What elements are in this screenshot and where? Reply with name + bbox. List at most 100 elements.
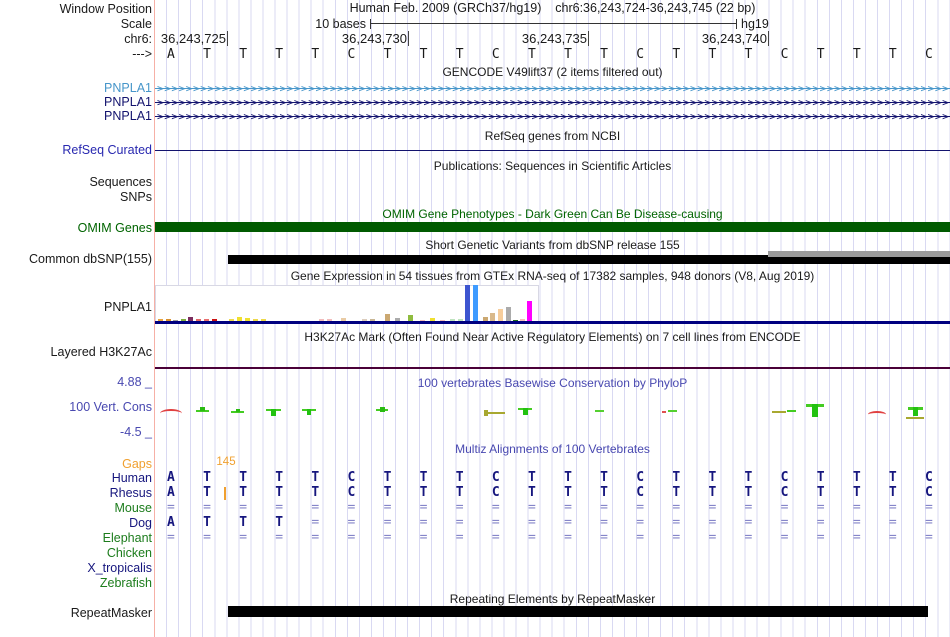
strand-label: ---> [132,47,152,61]
rhesus-gap-tick [224,487,226,500]
conservation-mark [484,410,488,416]
gtex-tissue-bar[interactable] [237,317,242,322]
gtex-tissue-bar[interactable] [188,317,193,322]
phylop-max-value: 4.88 _ [117,375,152,389]
conservation-mark [868,411,886,418]
gtex-tissue-bar[interactable] [245,318,250,322]
dbsnp-variant-bar-gray[interactable] [768,251,950,257]
alignment-row-rhesus: ATTTTCTTTCTTTCTTTCTTTC [167,485,950,500]
gtex-tissue-bar[interactable] [319,319,324,322]
transcript-arrow-line[interactable]: >>>>>>>>>>>>>>>>>>>>>>>>>>>>>>>>>>>>>>>>… [155,110,950,123]
alignment-row-dog-equals: ================== [167,515,950,530]
gene-label-pnpla1-2[interactable]: PNPLA1 [104,95,152,109]
gtex-tissue-bar[interactable] [181,319,186,322]
gene-label-pnpla1-3[interactable]: PNPLA1 [104,109,152,123]
gtex-tissue-bar[interactable] [327,319,332,322]
gtex-tissue-bar[interactable] [490,313,495,322]
conservation-mark [160,409,182,418]
snps-label[interactable]: SNPs [120,190,152,204]
phylop-min-value: -4.5 _ [120,425,152,439]
gtex-tissue-bar[interactable] [458,319,463,322]
scale-value: 10 bases [315,17,366,31]
transcript-arrow-line[interactable]: >>>>>>>>>>>>>>>>>>>>>>>>>>>>>>>>>>>>>>>>… [155,82,950,95]
conservation-mark [662,411,666,413]
alignment-row-mouse: ====================== [167,500,950,515]
sequences-label[interactable]: Sequences [89,175,152,189]
gtex-gene-label[interactable]: PNPLA1 [104,300,152,314]
base-sequence: ATTTTCTTTCTTTCTTTCTTTC [167,47,950,62]
phylop-label[interactable]: 100 Vert. Cons [69,400,152,414]
gtex-tissue-bar[interactable] [362,319,367,322]
gtex-tissue-bar[interactable] [473,285,478,322]
h3k27ac-track-title: H3K27Ac Mark (Often Found Near Active Re… [304,330,801,344]
species-label-chicken[interactable]: Chicken [106,546,152,560]
h3k27ac-label[interactable]: Layered H3K27Ac [50,345,152,359]
conservation-mark [913,407,918,416]
conservation-mark [271,409,276,416]
dbsnp-label[interactable]: Common dbSNP(155) [29,252,152,266]
publications-track-title: Publications: Sequences in Scientific Ar… [433,159,672,173]
gtex-tissue-bar[interactable] [158,319,163,322]
assembly-title: Human Feb. 2009 (GRCh37/hg19) [349,1,542,15]
refseq-gene-line[interactable] [155,150,950,151]
gtex-tissue-bar[interactable] [506,307,511,322]
scale-label: Scale [120,17,152,31]
refseq-curated-label[interactable]: RefSeq Curated [62,143,152,157]
dbsnp-track-title: Short Genetic Variants from dbSNP releas… [425,238,680,252]
conservation-mark [231,411,244,413]
gtex-tissue-bar[interactable] [229,319,234,322]
gtex-tissue-bar[interactable] [370,319,375,322]
repeatmasker-label[interactable]: RepeatMasker [70,606,152,620]
gtex-tissue-bar[interactable] [385,314,390,322]
species-label-rhesus[interactable]: Rhesus [109,486,152,500]
gtex-tissue-bar[interactable] [527,301,532,322]
omim-gene-bar[interactable] [155,222,950,232]
conservation-mark [595,410,604,412]
gtex-tissue-bar[interactable] [341,318,346,322]
gtex-tissue-bar[interactable] [408,315,413,322]
transcript-arrow-line[interactable]: >>>>>>>>>>>>>>>>>>>>>>>>>>>>>>>>>>>>>>>>… [155,96,950,109]
conservation-mark [772,411,786,413]
gtex-tissue-bar[interactable] [261,319,266,322]
repeatmasker-track-title: Repeating Elements by RepeatMasker [449,592,656,606]
gtex-tissue-bar[interactable] [498,309,503,322]
species-label-xtropicalis[interactable]: X_tropicalis [87,561,152,575]
assembly-short: hg19 [741,17,769,31]
omim-genes-label[interactable]: OMIM Genes [77,221,152,235]
gtex-tissue-bar[interactable] [166,319,171,322]
gtex-tissue-bar[interactable] [212,319,217,322]
h3k27ac-signal-line[interactable] [155,367,950,369]
species-label-mouse[interactable]: Mouse [114,501,152,515]
species-label-zebrafish[interactable]: Zebrafish [99,576,152,590]
gtex-tissue-bar[interactable] [483,317,488,322]
conservation-mark [307,409,311,415]
gtex-track-title: Gene Expression in 54 tissues from GTEx … [290,269,815,283]
coord-tick: 36,243,725 [160,31,228,46]
species-label-human[interactable]: Human [111,471,152,485]
track-left-edge-line [154,0,155,637]
conservation-mark [787,410,796,412]
conservation-mark [196,410,209,412]
dbsnp-variant-bar[interactable] [228,255,950,264]
gtex-gene-model-line[interactable] [155,321,950,324]
conservation-mark [487,412,505,414]
species-label-dog[interactable]: Dog [129,516,152,530]
conservation-mark [200,407,205,411]
window-position-label: Window Position [59,2,152,16]
gtex-tissue-bar[interactable] [196,319,201,322]
gtex-tissue-bar[interactable] [204,319,209,322]
gtex-tissue-bar[interactable] [465,285,470,322]
refseq-track-title: RefSeq genes from NCBI [484,129,621,143]
gtex-tissue-bar[interactable] [520,319,525,322]
species-label-elephant[interactable]: Elephant [102,531,152,545]
gtex-panel [155,285,539,323]
repeatmasker-element-bar[interactable] [228,606,928,617]
conservation-mark [380,407,385,412]
gtex-tissue-bar[interactable] [450,319,455,322]
gtex-tissue-bar[interactable] [253,319,258,322]
gtex-tissue-bar[interactable] [430,318,435,322]
gtex-tissue-bar[interactable] [395,318,400,322]
gene-label-pnpla1-1[interactable]: PNPLA1 [104,81,152,95]
gaps-label[interactable]: Gaps [122,457,152,471]
